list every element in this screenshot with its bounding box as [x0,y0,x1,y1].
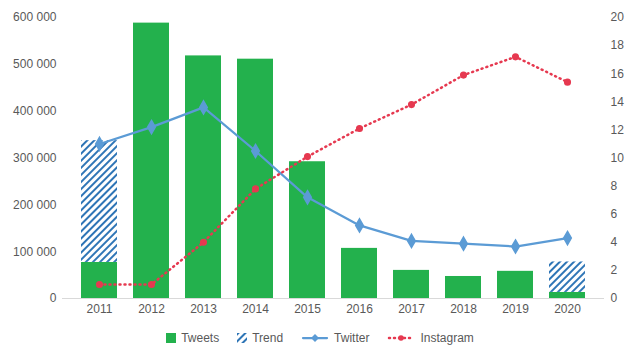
svg-text:300 000: 300 000 [13,151,57,165]
svg-text:500 000: 500 000 [13,57,57,71]
svg-text:6: 6 [611,207,618,221]
svg-text:20: 20 [611,10,625,24]
html-text:Tweets: Tweets [181,331,220,345]
svg-text:2012: 2012 [138,302,165,316]
svg-text:16: 16 [611,67,625,81]
svg-text:600 000: 600 000 [13,10,57,24]
svg-text:0: 0 [50,291,57,305]
svg-text:4: 4 [611,235,618,249]
svg-text:2018: 2018 [450,302,477,316]
svg-text:400 000: 400 000 [13,104,57,118]
html-text:Trend: Trend [252,331,284,345]
svg-text:2: 2 [611,263,618,277]
svg-text:2011: 2011 [87,302,113,316]
svg-text:14: 14 [611,95,625,109]
svg-text:2014: 2014 [242,302,269,316]
svg-text:2017: 2017 [398,302,425,316]
svg-text:2019: 2019 [502,302,529,316]
svg-text:2013: 2013 [190,302,217,316]
html-text:Instagram: Instagram [420,331,474,345]
svg-text:2016: 2016 [346,302,373,316]
svg-text:100 000: 100 000 [13,245,57,259]
svg-text:12: 12 [611,123,625,137]
svg-text:2020: 2020 [554,302,581,316]
svg-text:10: 10 [611,151,625,165]
svg-text:0: 0 [611,291,618,305]
svg-text:8: 8 [611,179,618,193]
svg-text:2015: 2015 [294,302,321,316]
svg-text:200 000: 200 000 [13,198,57,212]
html-text:Twitter: Twitter [334,331,370,345]
svg-text:18: 18 [611,38,625,52]
